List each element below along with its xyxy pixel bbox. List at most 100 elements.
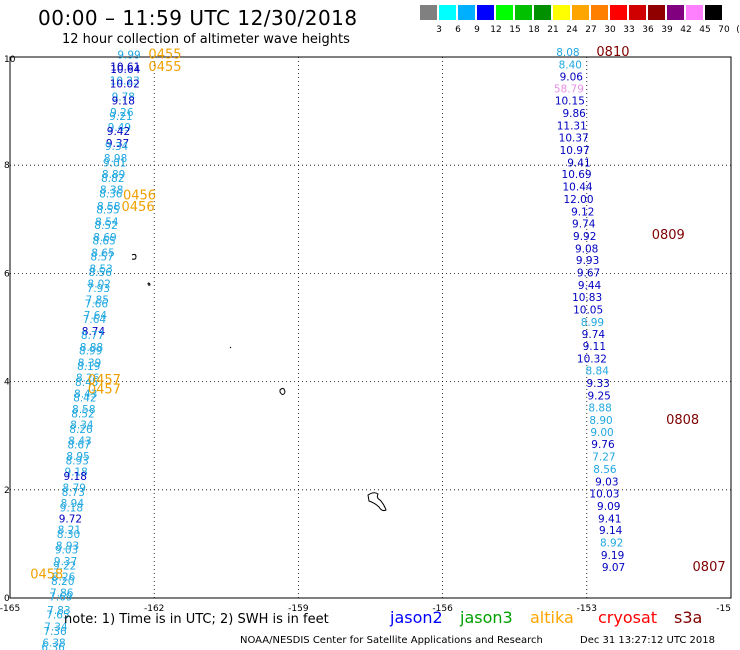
legend-swatch [553,5,570,20]
time-label: 0809 [652,228,685,243]
swh-label: 9.74 [582,329,606,341]
island-2 [147,282,151,286]
swh-label: 10.03 [589,488,619,500]
swh-label: 8.58 [72,404,95,416]
legend-swatch [591,5,608,20]
legend-swatch [496,5,513,20]
legend-label: 9 [474,25,480,35]
time-label: 0457 [88,383,121,398]
swh-label: 8.30 [57,529,80,541]
satellite-cryosat: cryosat [598,608,658,627]
satellite-s3a: s3a [674,608,703,627]
axis-ticks: -165 -162 -159 -156 -153 -15 0 2 4 6 8 10 [0,55,731,614]
swh-label: 9.86 [562,108,586,120]
legend-swatch [420,5,437,20]
swh-label: 9.33 [586,378,609,390]
swh-label: 9.12 [571,207,594,219]
swh-label: 6.38 [42,638,65,650]
swh-label: 8.90 [589,415,612,427]
swh-label: 9.18 [112,96,135,108]
legend-label: 45 [699,25,711,35]
swh-label: 8.34 [70,420,94,432]
swh-label: 8.38 [100,184,123,196]
legend-swatch [648,5,665,20]
swh-label: 12.00 [563,194,593,206]
swh-label: 9.07 [602,562,625,574]
map-title: 00:00 – 11:59 UTC 12/30/2018 [38,6,358,30]
footer-note: note: 1) Time is in UTC; 2) SWH is in fe… [64,612,329,627]
swh-label: 9.06 [560,71,584,83]
swh-label: 7.27 [592,452,615,464]
swh-label: 8.56 [593,464,617,476]
swh-label: 9.18 [60,502,83,514]
swh-label: 9.76 [591,439,615,451]
legend-label: 12 [490,25,502,35]
legend-swatch [667,5,684,20]
map-frame [9,56,732,599]
swh-label: 10.61 [110,62,140,74]
x-tick-label: -153 [577,604,597,614]
swh-label: 9.99 [117,50,140,62]
swh-label: 7.64 [84,310,108,322]
swh-label: 9.74 [572,218,596,230]
y-tick-label: 4 [4,378,10,388]
time-label: 0455 [148,60,181,75]
swh-label: 9.78 [112,91,135,103]
legend-label: 42 [680,25,692,35]
swh-label: 9.14 [599,525,623,537]
legend-label: 33 [623,25,635,35]
swh-label: 8.45 [75,377,98,389]
swh-label: 10.69 [562,169,592,181]
legend-swatch [477,5,494,20]
swh-label: 8.57 [90,251,113,263]
swh-label: 10.37 [559,132,589,144]
west-track: 9.9910.6110.6410.2310.029.789.189.269.21… [30,48,181,650]
swh-label: 9.93 [576,255,599,267]
satellite-jason2: jason2 [390,608,443,627]
swh-label: 8.52 [71,408,94,420]
swh-label: 7.36 [43,626,67,638]
island-5 [367,492,387,512]
time-label: 0458 [30,568,63,583]
swh-label: 8.99 [581,317,604,329]
swh-label: 10.83 [572,292,602,304]
swh-label: 9.44 [578,280,602,292]
time-label: 0807 [693,560,726,575]
legend-label: 3 [436,25,442,35]
swh-label: 9.41 [567,157,590,169]
y-tick-label: 8 [4,161,10,171]
swh-label: 7.85 [86,295,109,307]
swh-label: 8.88 [588,402,611,414]
swh-label: 10.32 [577,354,607,366]
swh-label: 8.99 [79,346,102,358]
swh-label: 8.79 [63,482,86,494]
swh-label: 8.84 [586,366,610,378]
legend-label: 24 [566,25,578,35]
swh-label: 9.08 [575,243,598,255]
swh-label: 10.64 [110,64,140,76]
legend-swatch [610,5,627,20]
swh-label: 8.67 [67,440,90,452]
legend-label: 36 [642,25,654,35]
time-label: 0455 [148,48,181,63]
legend-swatch [439,5,456,20]
satellite-altika: altika [530,608,574,627]
satellite-jason3: jason3 [460,608,513,627]
swh-label: 8.92 [600,538,623,550]
swh-label: 9.37 [106,138,129,150]
swh-label: 8.56 [89,267,113,279]
swh-label: 7.93 [87,283,110,295]
swh-label: 8.53 [89,263,112,275]
swh-label: 8.89 [102,169,125,181]
swh-label: 10.44 [563,182,593,194]
swh-label: 8.88 [80,342,103,354]
y-tick-label: 0 [4,594,10,604]
swh-label: 7.66 [85,298,109,310]
swh-label: 9.01 [103,157,126,169]
swh-label: 8.26 [52,572,76,584]
swh-label: 9.25 [587,390,610,402]
swh-label: 58.79 [554,84,584,96]
swh-label: 9.18 [64,471,87,483]
legend-label: 70 [718,25,730,35]
swh-label: 9.09 [597,501,620,513]
